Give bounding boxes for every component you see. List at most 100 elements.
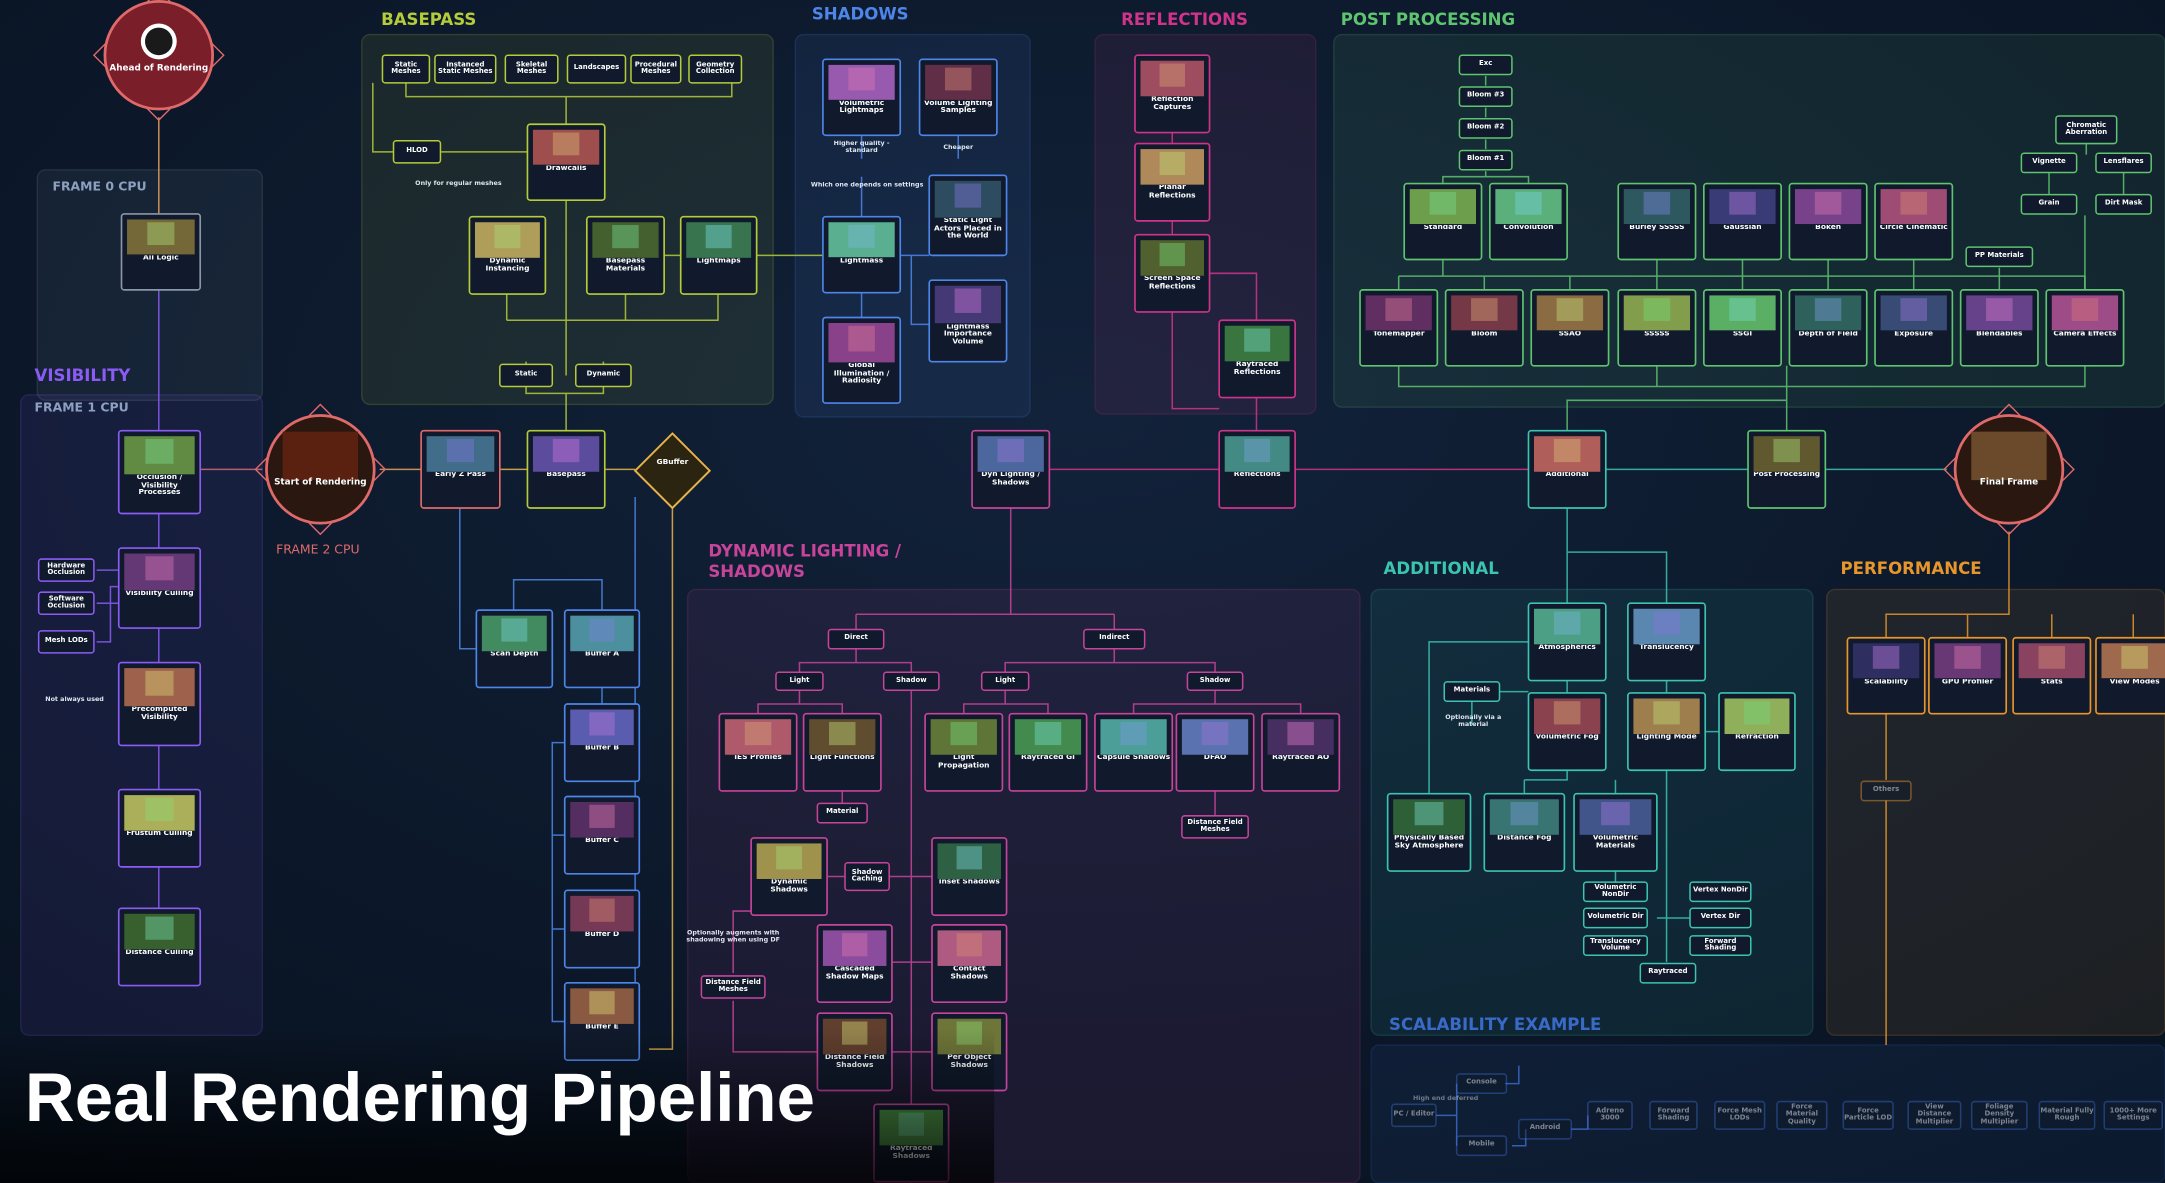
node-thumbnail [2101, 643, 2165, 679]
node-label: Shadow [1199, 676, 1231, 685]
node: Translucency [1627, 602, 1707, 682]
node: Buffer C [563, 795, 641, 875]
section-title-box: VISIBILITY [35, 366, 131, 385]
node-label-box: Vignette [2032, 158, 2065, 165]
node-label-box: HLOD [406, 147, 428, 154]
node-pill [1458, 54, 1513, 76]
node: SSAO [1530, 289, 1610, 367]
node-label-box: Force Mesh LODs [1717, 1106, 1762, 1123]
node-label: PP Materials [1974, 251, 2024, 261]
thumbnail-highlight [1601, 802, 1630, 826]
node-thumbnail [570, 802, 634, 838]
connector [2048, 143, 2125, 290]
node-pill [566, 54, 627, 84]
node-label-box: Skeletal Meshes [516, 61, 547, 75]
section-title-box: BASEPASS [381, 10, 476, 29]
node-label-box: Dirt Mask [2105, 200, 2142, 207]
node-pill [434, 54, 497, 84]
node: Standard [1403, 182, 1483, 261]
node-label-box: Inset Shadows [939, 879, 1000, 886]
node: Exposure [1874, 289, 1954, 367]
node-thumbnail [1794, 189, 1862, 225]
connector [372, 82, 733, 153]
node: Lightmass [822, 215, 902, 294]
node: Not always used [45, 696, 104, 704]
thumbnail-highlight [954, 183, 982, 208]
node: Dynamic [575, 363, 632, 388]
node-pill [1639, 962, 1697, 984]
node-label-box: Static [515, 371, 538, 378]
node-thumbnail [570, 709, 634, 746]
node: Geometry Collection [688, 54, 743, 84]
thumbnail-highlight [1553, 611, 1581, 635]
node: Bloom #1 [1458, 149, 1513, 171]
node-thumbnail [474, 222, 540, 258]
node: Material [816, 802, 868, 824]
node-label-box: Instanced Static Meshes [438, 61, 492, 75]
node-label: Convolution [1503, 224, 1554, 232]
node-note: Optionally via a material [1445, 715, 1502, 729]
node-label: Bloom #1 [1467, 155, 1505, 164]
node-note-box: High end deferred [1413, 1096, 1478, 1103]
node-note: Not always used [45, 696, 104, 704]
node-label-box: Precomputed Visibility [131, 707, 187, 722]
node: 1000+ More Settings [2103, 1100, 2163, 1130]
thumbnail-highlight [501, 618, 528, 642]
node: Volumetric Materials [1573, 792, 1658, 872]
node: Force Particle LOD [1842, 1100, 1894, 1130]
node-label-box: Exposure [1894, 331, 1933, 338]
thumbnail-highlight [1653, 611, 1680, 635]
node-thumbnail [1534, 698, 1601, 735]
thumbnail-highlight [776, 846, 803, 870]
node-label-box: Raytraced AO [1272, 755, 1329, 762]
node-thumbnail [1623, 189, 1691, 225]
node-pill [700, 975, 766, 999]
node: Hardware Occlusion [37, 558, 95, 582]
node: Lightmaps [679, 215, 758, 295]
node-label-box: Start of Rendering [274, 477, 366, 486]
node-pill [1455, 1073, 1508, 1095]
node-label: Cascaded Shadow Maps [825, 966, 884, 982]
node: Raytraced Reflections [1218, 319, 1296, 399]
node: Mobile [1455, 1135, 1508, 1157]
thumbnail-highlight [841, 933, 868, 957]
node-label-box: Ahead of Rendering [109, 63, 208, 72]
node: Volumetric NonDir [1582, 881, 1648, 903]
node-label-box: 1000+ More Settings [2110, 1107, 2157, 1121]
node-pill [504, 54, 559, 84]
node-label-box: Global Illumination / Radiosity [834, 363, 890, 385]
node-label-box: Occlusion / Visibility Processes [136, 474, 183, 498]
node-label-box: Lightmaps [696, 258, 741, 266]
section-title-box: POST PROCESSING [1341, 10, 1515, 29]
node-label: Buffer D [584, 931, 620, 939]
node: Static Light Actors Placed in the World [928, 174, 1008, 257]
node-label-box: Light [789, 677, 809, 684]
node-label: IES Profiles [734, 755, 782, 762]
node-label: Force Mesh LODs [1717, 1106, 1762, 1123]
node: HLOD [392, 140, 442, 164]
node: Scalability [1846, 636, 1926, 715]
node-label: Occlusion / Visibility Processes [136, 474, 183, 498]
thumbnail-highlight [1773, 438, 1800, 463]
node-label: Light [995, 676, 1016, 685]
node-thumbnail [1852, 643, 1920, 679]
node-label-box: Scan Depth [490, 652, 538, 659]
node: Dynamic Shadows [750, 837, 828, 917]
node-pill [499, 363, 554, 388]
thumbnail-highlight [1643, 191, 1671, 215]
node-label: SSSSS [1644, 330, 1670, 338]
node-label-box: IES Profiles [734, 755, 782, 762]
thumbnail-highlight [828, 721, 856, 746]
node-label: Stats [2040, 678, 2063, 686]
node-label: Buffer E [585, 1024, 619, 1032]
node-note-box: Higher quality - standard [834, 141, 890, 154]
thumbnail-highlight [1515, 191, 1542, 215]
thumbnail-highlight [1201, 721, 1229, 746]
node-label: Lightmaps [696, 258, 741, 266]
node: Force Mesh LODs [1714, 1100, 1766, 1130]
node: Distance Fog [1483, 792, 1566, 872]
node: Cascaded Shadow Maps [816, 924, 893, 1003]
node-label-box: Material Fully Rough [2040, 1107, 2093, 1121]
node-label-box: Volumetric Fog [1536, 734, 1599, 741]
node-label: Translucency [1639, 644, 1694, 652]
